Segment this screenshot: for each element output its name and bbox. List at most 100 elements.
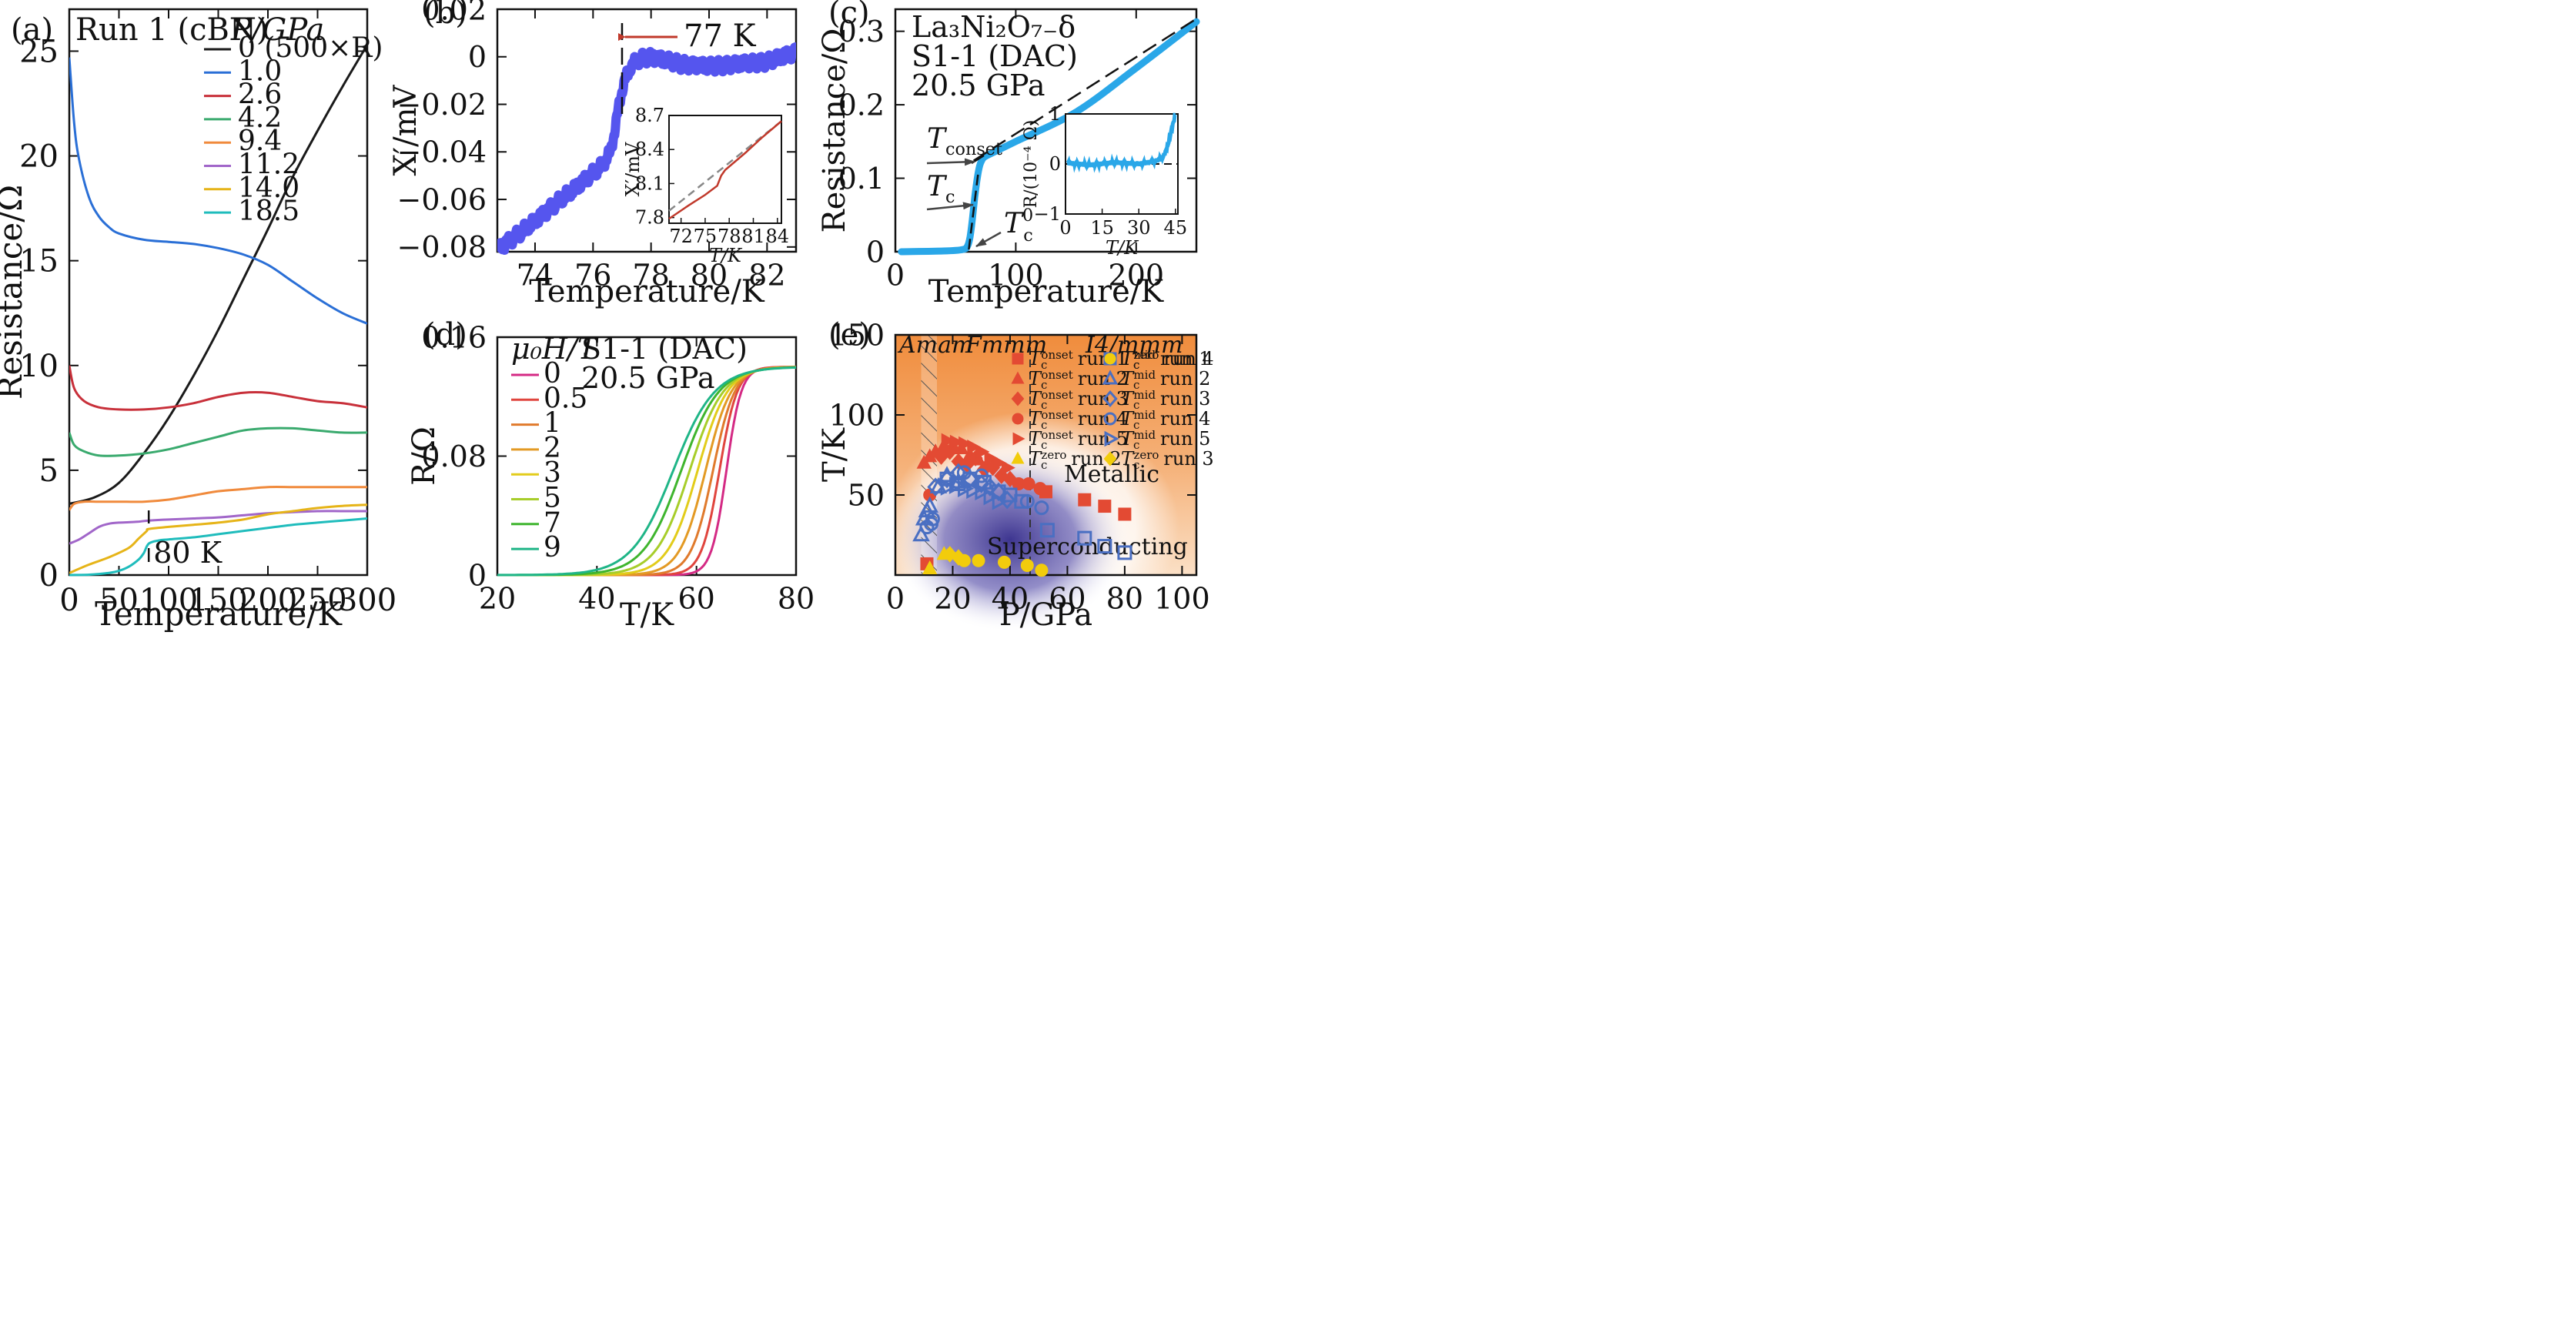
region-label: Superconducting — [987, 533, 1188, 560]
legend-title: P/GPa — [230, 12, 324, 48]
legend-sub: c — [1133, 378, 1139, 392]
phase-label: Fmmm — [965, 332, 1047, 359]
legend-symbol: T — [1121, 368, 1135, 390]
y-tick-label: 0.1 — [838, 162, 885, 196]
phase-label: Amam — [897, 332, 973, 359]
y-tick-label: 0.2 — [838, 88, 885, 122]
legend-sub: c — [1133, 418, 1139, 432]
legend-symbol: T — [1029, 448, 1042, 470]
series-line-2 — [497, 366, 796, 577]
inset-y-tick-label: 8.4 — [635, 139, 664, 160]
series-line-14.0 — [69, 503, 367, 574]
data-point — [1014, 493, 1029, 509]
data-point — [1033, 482, 1047, 496]
transition-fit — [968, 170, 980, 250]
legend-symbol: T — [1029, 388, 1042, 410]
panel-b: 74 76 78 80 82 −0.08 −0.06 −0.04 −0.02 0 0.02 Tempe… — [388, 0, 798, 309]
legend-entry: 4.2 — [238, 102, 282, 134]
data-point — [1022, 477, 1035, 490]
legend-sup: zero — [1041, 448, 1066, 462]
legend-sup: onset — [1041, 348, 1072, 362]
legend-symbol: T — [1029, 408, 1042, 430]
legend-entry: 1 — [544, 408, 561, 440]
data-point — [966, 481, 983, 500]
label-tconset: Tconset — [927, 123, 1002, 159]
inset-y-tick-label: −1 — [1034, 203, 1061, 225]
legend-marker — [1012, 413, 1024, 425]
legend-sup: onset — [1041, 428, 1072, 442]
legend-marker — [1104, 353, 1116, 365]
data-point — [922, 560, 938, 574]
legend-entry: Tcmid run 3 — [1121, 388, 1210, 412]
legend-entry: 14.0 — [238, 172, 299, 204]
plot-frame — [496, 8, 798, 253]
y-tick-label: 0.3 — [838, 15, 885, 48]
superconducting-region — [890, 447, 1129, 633]
annotation-line: S1-1 (DAC) — [581, 332, 748, 366]
series-line-1 — [497, 366, 796, 577]
data-point — [1117, 545, 1132, 560]
inset-x-tick-label: 0 — [1059, 217, 1071, 239]
x-tick-label: 300 — [338, 583, 396, 618]
x-tick-label: 200 — [1109, 259, 1165, 293]
data-point — [1097, 539, 1112, 554]
label-main: T — [927, 171, 948, 202]
data-group — [497, 42, 796, 256]
data-point — [1020, 559, 1034, 573]
series-line-9 — [497, 366, 797, 577]
legend-run: run 1 — [1078, 348, 1128, 370]
data-point — [974, 468, 989, 483]
series-group — [69, 44, 367, 577]
inset-y-label: R/(10⁻⁴ Ω) — [1022, 120, 1041, 209]
legend-run: run 3 — [1160, 388, 1210, 410]
legend-entry: Tconset run 2 — [1029, 368, 1128, 392]
legend-entry: 9 — [544, 532, 561, 563]
data-point — [912, 525, 930, 542]
x-tick-label: 80 — [691, 259, 728, 293]
series-line-0 — [497, 366, 797, 577]
legend-entry: Tczero run 2 — [1029, 448, 1122, 472]
legend-sup: mid — [1133, 428, 1156, 442]
x-tick-label: 40 — [578, 582, 615, 616]
x-tick-label: 76 — [574, 259, 611, 293]
data-point — [967, 439, 982, 455]
y-tick-label: 150 — [828, 318, 885, 352]
x-tick-label: 0 — [886, 259, 905, 293]
series-line-18.5 — [69, 517, 367, 577]
y-axis-label: X′/mV — [388, 84, 423, 176]
y-tick-label: 0.16 — [421, 320, 487, 354]
legend-entry: Tconset run 5 — [1029, 428, 1128, 452]
legend-sup: onset — [1041, 408, 1072, 422]
y-tick-label: 15 — [19, 244, 59, 279]
inset-x-tick-label: 72 — [669, 226, 693, 247]
x-tick-label: 100 — [988, 259, 1044, 293]
legend-sub: c — [1041, 418, 1047, 432]
panel-label: (c) — [828, 0, 870, 31]
y-tick-label: 0 — [39, 558, 59, 594]
data-point — [975, 444, 990, 460]
data-point — [942, 443, 958, 460]
legend-marker — [1103, 412, 1117, 426]
legend-symbol: T — [1121, 348, 1135, 370]
legend-entry: 0.5 — [544, 383, 587, 414]
x-tick-label: 20 — [479, 582, 516, 616]
legend-symbol: T — [1121, 448, 1135, 470]
y-tick-label: 20 — [19, 139, 59, 175]
legend-entry: 2 — [544, 433, 561, 464]
legend-marker — [1012, 432, 1025, 446]
legend-symbol: T — [1121, 408, 1135, 430]
legend-entry: Tcmid run 2 — [1121, 368, 1210, 392]
inset-x-label: T/K — [709, 245, 743, 266]
inset-x-tick-label: 78 — [718, 226, 741, 247]
legend-entry: 0 (500×R) — [238, 32, 383, 64]
y-axis-label: T/K — [817, 427, 852, 482]
annotation-line: La₃Ni₂O₇₋δ — [912, 10, 1076, 44]
inset-y-tick-label: 7.8 — [635, 207, 664, 229]
data-point — [992, 455, 1007, 471]
panel-label: (d) — [423, 317, 467, 353]
panel-label: (a) — [11, 12, 53, 48]
y-tick-label: 0.02 — [421, 0, 487, 26]
inset-x-tick-label: 15 — [1090, 217, 1114, 239]
